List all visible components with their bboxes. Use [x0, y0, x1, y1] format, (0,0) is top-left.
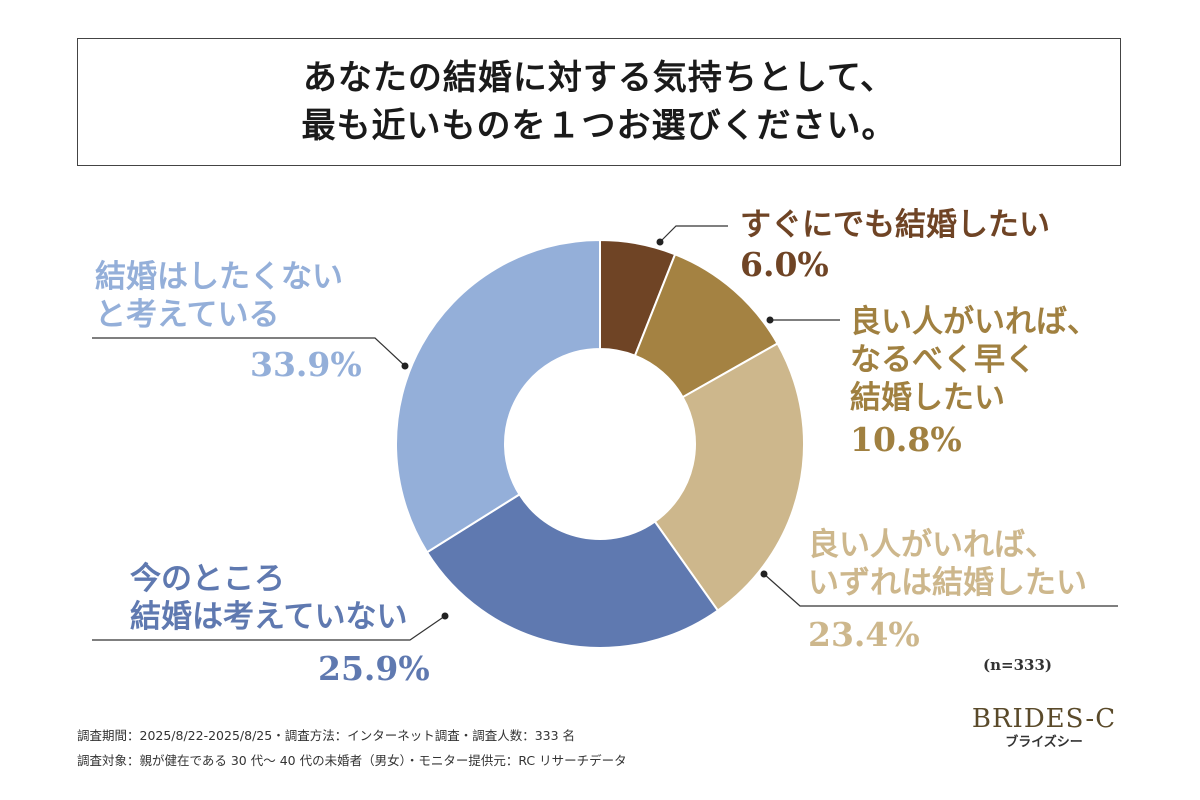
label-early-line-1: 良い人がいれば、 [850, 304, 1098, 340]
leader-dot-3 [441, 612, 449, 620]
label-eventually-line-1: 良い人がいれば、 [808, 527, 1056, 563]
footer-line-1: 調査期間：2025/8/22-2025/8/25・調査方法：インターネット調査・… [77, 728, 576, 743]
slice-3 [425, 493, 720, 649]
label-soon-line-1: すぐにでも結婚したい [740, 207, 1050, 243]
label-early-line-2: なるべく早く [850, 342, 1036, 378]
title-line-2: 最も近いものを１つお選びください。 [301, 106, 897, 146]
pct-not-now: 25.9% [318, 649, 430, 688]
footer-line-2: 調査対象：親が健在である 30 代～ 40 代の未婚者（男女）・モニター提供元：… [77, 753, 627, 768]
leader-line-2 [763, 573, 1118, 607]
slice-2 [653, 342, 805, 612]
label-early: 良い人がいれば、 なるべく早く 結婚したい [850, 303, 1098, 417]
brand-sub: ブライズシー [1005, 735, 1083, 750]
leader-line-3 [92, 615, 446, 641]
label-eventually-line-2: いずれは結婚したい [808, 565, 1087, 601]
pct-no-marriage: 33.9% [250, 345, 362, 384]
label-not-now-line-1: 今のところ [130, 561, 285, 597]
sample-size: (n=333) [983, 656, 1052, 674]
leader-dot-2 [760, 570, 768, 578]
label-soon: すぐにでも結婚したい [740, 206, 1050, 244]
label-not-now-line-2: 結婚は考えていない [130, 599, 408, 635]
label-no-marriage-line-2: と考えている [95, 297, 280, 333]
label-not-now: 今のところ 結婚は考えていない [130, 560, 407, 636]
title-box: あなたの結婚に対する気持ちとして、 最も近いものを１つお選びください。 [77, 38, 1121, 166]
pct-eventually: 23.4% [808, 615, 920, 654]
pct-soon: 6.0% [740, 245, 829, 284]
slice-4 [395, 238, 601, 554]
label-early-line-3: 結婚したい [850, 380, 1005, 416]
brand-logo: BRIDES-C ブライズシー [960, 704, 1128, 752]
label-eventually: 良い人がいれば、 いずれは結婚したい [808, 526, 1087, 602]
title-line-1: あなたの結婚に対する気持ちとして、 [302, 58, 896, 98]
leader-dot-0 [656, 238, 664, 246]
pct-early: 10.8% [850, 420, 962, 459]
leader-line-4 [92, 337, 406, 367]
label-no-marriage: 結婚はしたくない と考えている [95, 258, 343, 334]
leader-line-0 [659, 225, 728, 243]
leader-dot-1 [766, 316, 774, 324]
label-no-marriage-line-1: 結婚はしたくない [95, 259, 343, 295]
leader-dot-4 [401, 362, 409, 370]
brand-name: BRIDES-C [971, 704, 1117, 734]
